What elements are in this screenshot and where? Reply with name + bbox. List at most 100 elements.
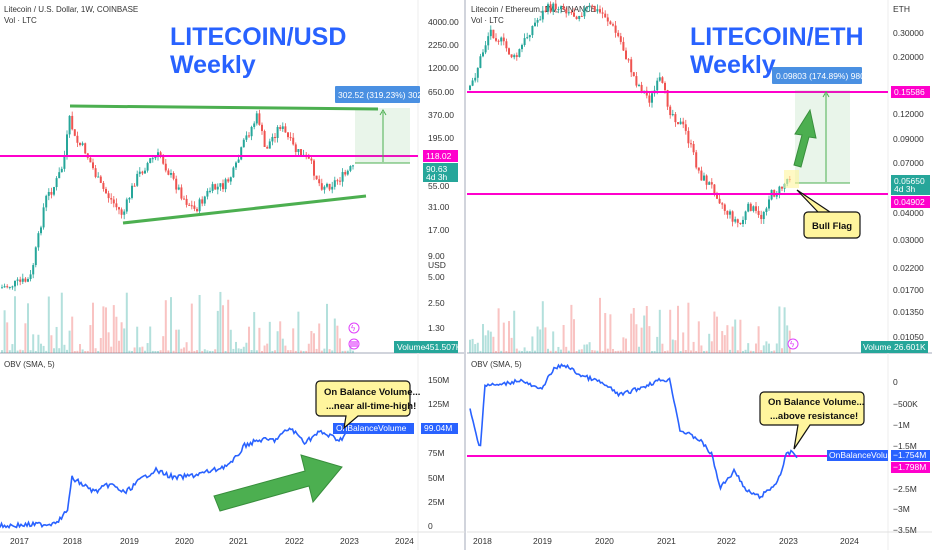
candle-body (492, 29, 495, 39)
volume-bar (331, 350, 334, 353)
volume-bar (245, 342, 248, 353)
right-year-tick: 2019 (533, 536, 552, 546)
candle-body (45, 195, 48, 208)
candle-body (531, 25, 534, 36)
right-year-tick: 2023 (779, 536, 798, 546)
left-price-tick: 195.00 (428, 133, 454, 143)
candle-body (76, 135, 79, 143)
lightning-icon[interactable] (348, 322, 360, 334)
left-price-tag (423, 150, 458, 162)
candle-body (638, 84, 640, 86)
right-eth-label: ETH (893, 4, 910, 14)
candle-body (297, 149, 300, 152)
volume-bar (536, 326, 539, 353)
volume-bar (664, 350, 666, 353)
candle-body (723, 204, 726, 211)
volume-bar (656, 336, 659, 353)
candle-body (133, 185, 136, 187)
volume-bar (115, 316, 118, 353)
left-price-tick: 31.00 (428, 202, 450, 212)
volume-bar (274, 350, 276, 353)
volume-bar (89, 325, 92, 353)
right-obv-tick: −3M (893, 504, 910, 514)
right-year-tick: 2018 (473, 536, 492, 546)
left-upper-trendline (69, 104, 379, 111)
candle-body (609, 21, 612, 25)
volume-bar (310, 330, 313, 353)
volume-bar (63, 344, 66, 353)
volume-bar (508, 321, 510, 353)
volume-bar (336, 325, 339, 353)
volume-bar (201, 350, 204, 353)
volume-bar (73, 350, 76, 353)
candle-body (336, 180, 339, 182)
right-price-tick: 0.01050 (893, 332, 924, 342)
volume-bar (60, 292, 63, 353)
left-year-tick: 2023 (340, 536, 359, 546)
left-measure-label-box (335, 86, 420, 103)
candle-body (630, 59, 633, 73)
candle-body (149, 158, 152, 164)
volume-bar (203, 349, 206, 353)
candle-body (554, 3, 557, 10)
volume-bar (638, 346, 640, 353)
candle-body (229, 177, 232, 182)
svg-text:ϟ: ϟ (790, 340, 795, 349)
candle-body (513, 55, 516, 58)
candle-body (307, 156, 310, 159)
candle-body (523, 38, 526, 45)
candle-body (53, 187, 55, 195)
right-volume-tag-label: Volume (863, 342, 892, 352)
candle-body (89, 157, 92, 163)
left-header: Litecoin / U.S. Dollar, 1W, COINBASE (4, 5, 138, 14)
left-obv-tag-value: 99.04M (424, 423, 452, 433)
candle-body (255, 113, 258, 124)
candle-body (92, 162, 94, 169)
volume-bar (131, 350, 133, 353)
volume-bar (159, 350, 162, 353)
candle-body (16, 279, 19, 281)
volume-bar (752, 350, 755, 353)
volume-bar (497, 308, 500, 353)
volume-bar (125, 292, 128, 353)
candle-body (612, 24, 614, 26)
candle-body (781, 186, 783, 189)
candle-body (739, 222, 742, 225)
candle-body (762, 211, 765, 220)
volume-bar (716, 316, 718, 353)
candle-body (549, 4, 552, 12)
right-lightning-icon[interactable] (787, 338, 799, 350)
volume-bar (123, 328, 126, 353)
volume-bar (214, 349, 217, 353)
candle-body (705, 175, 708, 185)
candle-body (768, 199, 770, 209)
candle-body (627, 59, 630, 61)
volume-bar (320, 350, 323, 353)
candle-body (601, 12, 604, 14)
candle-body (640, 84, 643, 93)
volume-bar (167, 350, 170, 353)
volume-bar (523, 347, 526, 353)
candle-body (21, 278, 24, 282)
candle-body (287, 132, 289, 138)
candle-body (154, 156, 157, 159)
volume-bar (487, 330, 490, 353)
left-volume-tag-label: Volume (397, 342, 426, 352)
candle-body (349, 166, 352, 171)
volume-bar (190, 303, 193, 353)
volume-bar (341, 350, 344, 353)
candle-body (734, 219, 737, 222)
candle-body (14, 280, 16, 287)
volume-bar (279, 321, 282, 353)
candle-body (60, 168, 63, 173)
candle-body (281, 126, 284, 130)
right-vol-label: Vol · LTC (471, 16, 504, 25)
left-obv-tag-label: OnBalanceVolume (336, 423, 407, 433)
candle-body (544, 10, 547, 12)
right-price-tick: 0.09000 (893, 134, 924, 144)
candle-body (66, 134, 68, 156)
volume-bar (162, 336, 165, 353)
left-last-price: 90.63 (426, 164, 448, 174)
volume-bar (747, 343, 750, 353)
volume-bar (580, 349, 583, 353)
